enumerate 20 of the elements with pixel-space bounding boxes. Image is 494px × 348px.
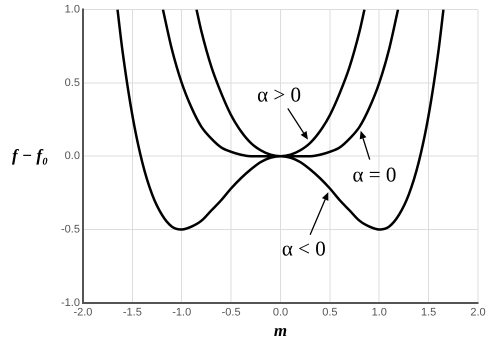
x-tick-label: 0.0 xyxy=(272,306,288,318)
x-tick-label: 1.0 xyxy=(372,306,387,318)
y-tick-label: -1.0 xyxy=(60,296,80,309)
y-tick-label: -0.5 xyxy=(60,224,80,236)
y-tick-label: 0.0 xyxy=(64,150,80,162)
x-tick-label: -2.0 xyxy=(73,306,92,318)
x-tick-label: 1.5 xyxy=(420,306,436,318)
y-tick-label: 0.5 xyxy=(64,76,80,89)
y-tick-label: 1.0 xyxy=(64,4,80,16)
x-tick-label: 0.5 xyxy=(322,306,338,318)
y-axis-title: f − f₀ xyxy=(12,146,48,166)
line-series xyxy=(116,10,445,231)
annotation: α = 0 xyxy=(352,162,396,188)
x-tick-label: 2.0 xyxy=(470,306,486,318)
x-tick-label: -1.5 xyxy=(122,306,142,318)
annotation: α > 0 xyxy=(257,82,302,108)
x-tick-label: -1.0 xyxy=(172,306,192,318)
x-tick-label: -0.5 xyxy=(222,306,241,318)
annotation: α < 0 xyxy=(282,236,326,262)
x-axis-title: m xyxy=(274,320,288,341)
